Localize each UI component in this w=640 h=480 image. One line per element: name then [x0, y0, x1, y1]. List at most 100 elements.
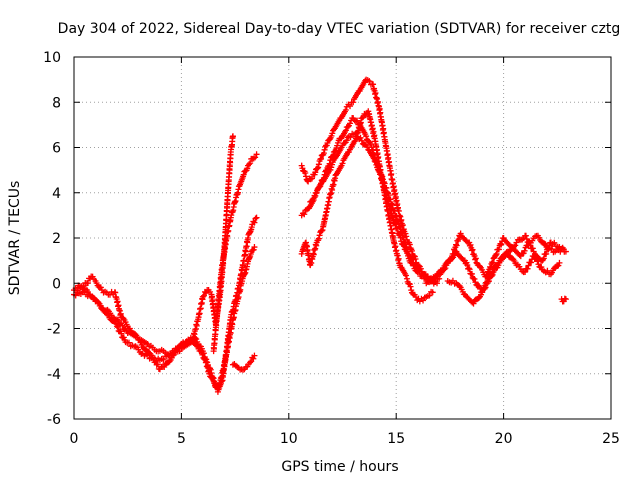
data-marker [315, 164, 322, 171]
data-point [113, 316, 120, 323]
data-marker [246, 161, 253, 168]
data-point [229, 133, 236, 140]
data-marker [449, 255, 456, 262]
series-track-7 [298, 115, 441, 287]
data-point [562, 248, 569, 255]
data-marker [343, 137, 350, 144]
data-point [251, 244, 258, 251]
data-marker [193, 336, 200, 343]
data-marker [320, 150, 327, 157]
data-marker [546, 242, 553, 249]
data-marker [498, 241, 505, 248]
data-marker [372, 159, 379, 166]
data-marker [485, 278, 492, 285]
data-marker [118, 330, 125, 337]
data-marker [482, 284, 489, 291]
data-marker [344, 123, 351, 130]
data-marker [426, 292, 433, 299]
data-marker [402, 230, 409, 237]
data-marker [524, 265, 531, 272]
data-marker [523, 235, 530, 242]
data-marker [314, 165, 321, 172]
data-marker [194, 338, 201, 345]
y-tick-label: 4 [52, 186, 61, 202]
y-tick-label: 8 [52, 95, 61, 111]
y-tick-label: -6 [47, 412, 61, 428]
data-marker [545, 246, 552, 253]
data-marker [315, 161, 322, 168]
data-point [240, 171, 247, 178]
data-marker [489, 271, 496, 278]
data-marker [521, 247, 528, 254]
data-marker [490, 268, 497, 275]
y-tick-label: 10 [43, 50, 61, 66]
data-marker [414, 264, 421, 271]
data-marker [476, 283, 483, 290]
data-series [71, 76, 569, 395]
data-marker [366, 78, 373, 85]
data-point [556, 259, 563, 266]
data-marker [247, 160, 254, 167]
series-track-4 [210, 151, 260, 355]
x-tick-label: 10 [280, 431, 298, 447]
x-tick-label: 15 [387, 431, 405, 447]
data-marker [316, 232, 323, 239]
data-marker [342, 127, 349, 134]
data-marker [250, 246, 257, 253]
data-marker [403, 272, 410, 279]
data-marker [475, 282, 482, 289]
data-marker [154, 361, 161, 368]
y-tick-label: 2 [52, 231, 61, 247]
data-marker [318, 227, 325, 234]
data-marker [534, 258, 541, 265]
data-marker [528, 259, 535, 266]
data-marker [540, 255, 547, 262]
data-marker [321, 146, 328, 153]
data-marker [489, 259, 496, 266]
data-marker [525, 262, 532, 269]
data-point [562, 296, 569, 303]
data-marker [301, 211, 308, 218]
data-point [457, 230, 464, 237]
data-marker [468, 247, 475, 254]
data-marker [111, 315, 118, 322]
data-marker [472, 256, 479, 263]
data-marker [347, 103, 354, 110]
data-marker [310, 195, 317, 202]
data-marker [211, 380, 218, 387]
data-marker [354, 117, 361, 124]
data-marker [160, 356, 167, 363]
data-marker [329, 130, 336, 137]
data-marker [526, 239, 533, 246]
data-marker [481, 285, 488, 292]
data-marker [465, 265, 472, 272]
data-marker [453, 241, 460, 248]
data-marker [357, 134, 364, 141]
data-marker [511, 243, 518, 250]
data-marker [408, 247, 415, 254]
data-point [371, 158, 378, 165]
data-marker [559, 244, 566, 251]
data-point [298, 162, 305, 169]
data-marker [469, 246, 476, 253]
data-marker [119, 322, 126, 329]
y-axis-label: SDTVAR / TECUs [7, 181, 23, 296]
data-marker [492, 252, 499, 259]
x-tick-label: 0 [70, 431, 79, 447]
data-marker [467, 241, 474, 248]
data-marker [364, 143, 371, 150]
data-marker [203, 290, 210, 297]
data-marker [125, 339, 132, 346]
data-marker [488, 273, 495, 280]
data-marker [114, 324, 121, 331]
y-tick-label: 0 [52, 276, 61, 292]
data-marker [251, 219, 258, 226]
data-marker [407, 283, 414, 290]
data-marker [512, 242, 519, 249]
data-marker [472, 279, 479, 286]
series-track-6 [298, 108, 436, 305]
data-marker [215, 382, 222, 389]
data-marker [84, 279, 91, 286]
series-track-12 [444, 250, 563, 307]
